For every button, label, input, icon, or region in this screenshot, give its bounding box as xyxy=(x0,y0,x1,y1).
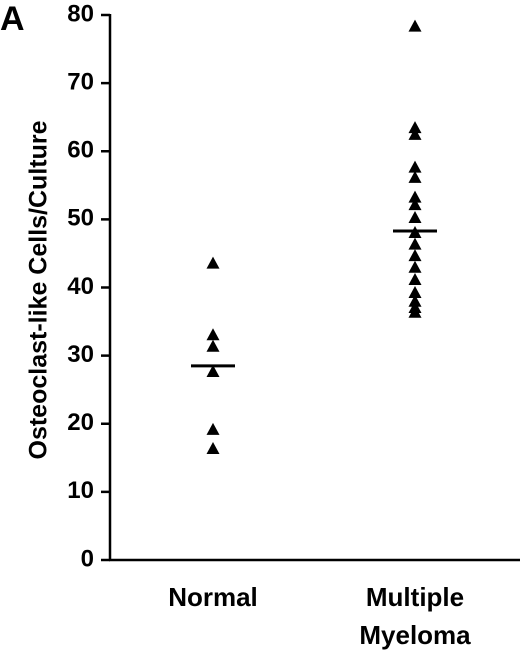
y-axis-label: Osteoclast-like Cells/Culture xyxy=(25,120,53,459)
data-point xyxy=(408,273,422,286)
data-point xyxy=(408,294,422,307)
data-point xyxy=(408,198,422,211)
data-point xyxy=(206,441,220,454)
data-point xyxy=(408,19,422,32)
y-tick-label: 80 xyxy=(67,0,94,27)
data-point xyxy=(206,364,220,377)
data-point xyxy=(408,285,422,298)
y-tick-label: 30 xyxy=(67,341,94,368)
data-point xyxy=(408,127,422,140)
y-tick-label: 60 xyxy=(67,137,94,164)
data-point xyxy=(408,305,422,318)
data-point xyxy=(408,237,422,250)
data-point xyxy=(206,328,220,341)
data-point xyxy=(408,249,422,262)
data-point xyxy=(408,260,422,273)
data-point xyxy=(408,160,422,173)
data-point xyxy=(408,170,422,183)
data-point xyxy=(408,121,422,134)
data-point xyxy=(408,211,422,224)
y-tick-label: 50 xyxy=(67,205,94,232)
y-tick-label: 0 xyxy=(81,545,94,572)
x-tick-label: Normal xyxy=(168,582,258,612)
y-tick-label: 40 xyxy=(67,273,94,300)
y-tick-label: 20 xyxy=(67,409,94,436)
x-tick-label: Multiple Myeloma xyxy=(359,582,471,650)
data-point xyxy=(408,190,422,203)
data-point xyxy=(206,422,220,435)
y-tick-label: 10 xyxy=(67,477,94,504)
panel-label: A xyxy=(0,0,25,38)
y-tick-label: 70 xyxy=(67,68,94,95)
data-point xyxy=(206,339,220,352)
data-point xyxy=(206,256,220,269)
